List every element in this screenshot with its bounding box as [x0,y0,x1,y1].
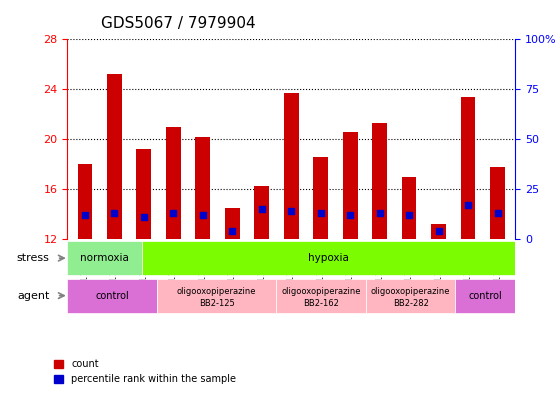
Bar [77,164,92,239]
Point [257,206,266,213]
Point [464,202,473,209]
Text: control: control [95,291,129,301]
Point [139,214,148,220]
Bar [107,74,122,239]
Point [81,212,90,219]
FancyBboxPatch shape [366,279,455,312]
Bar [402,177,417,239]
Text: oligooxopiperazine: oligooxopiperazine [371,286,450,296]
Point [375,210,384,217]
Text: normoxia: normoxia [80,253,129,263]
Bar [284,93,298,239]
Text: BB2-282: BB2-282 [393,299,428,309]
FancyBboxPatch shape [455,279,515,312]
FancyBboxPatch shape [67,241,142,275]
Bar [313,157,328,239]
Bar [166,127,181,239]
Point [110,210,119,217]
Bar [461,97,475,239]
Point [228,228,237,235]
Text: control: control [469,291,502,301]
Point [346,212,354,219]
Bar [372,123,387,239]
Text: oligooxopiperazine: oligooxopiperazine [177,286,256,296]
Point [405,212,414,219]
Legend: count, percentile rank within the sample: count, percentile rank within the sample [50,356,240,388]
Point [198,212,207,219]
Bar [343,132,357,239]
Bar [137,149,151,239]
Point [493,210,502,217]
Text: BB2-125: BB2-125 [199,299,235,309]
FancyBboxPatch shape [276,279,366,312]
FancyBboxPatch shape [67,279,157,312]
Text: oligooxopiperazine: oligooxopiperazine [281,286,361,296]
Point [434,228,443,235]
Bar [225,208,240,239]
Text: hypoxia: hypoxia [308,253,349,263]
Text: agent: agent [17,291,49,301]
Point [169,210,178,217]
Bar [431,224,446,239]
FancyBboxPatch shape [157,279,276,312]
Bar [195,137,210,239]
Text: BB2-162: BB2-162 [303,299,339,309]
Text: stress: stress [16,253,49,263]
Bar [254,185,269,239]
Text: GDS5067 / 7979904: GDS5067 / 7979904 [101,16,255,31]
FancyBboxPatch shape [142,241,515,275]
Point [316,210,325,217]
Bar [490,167,505,239]
Point [287,208,296,215]
